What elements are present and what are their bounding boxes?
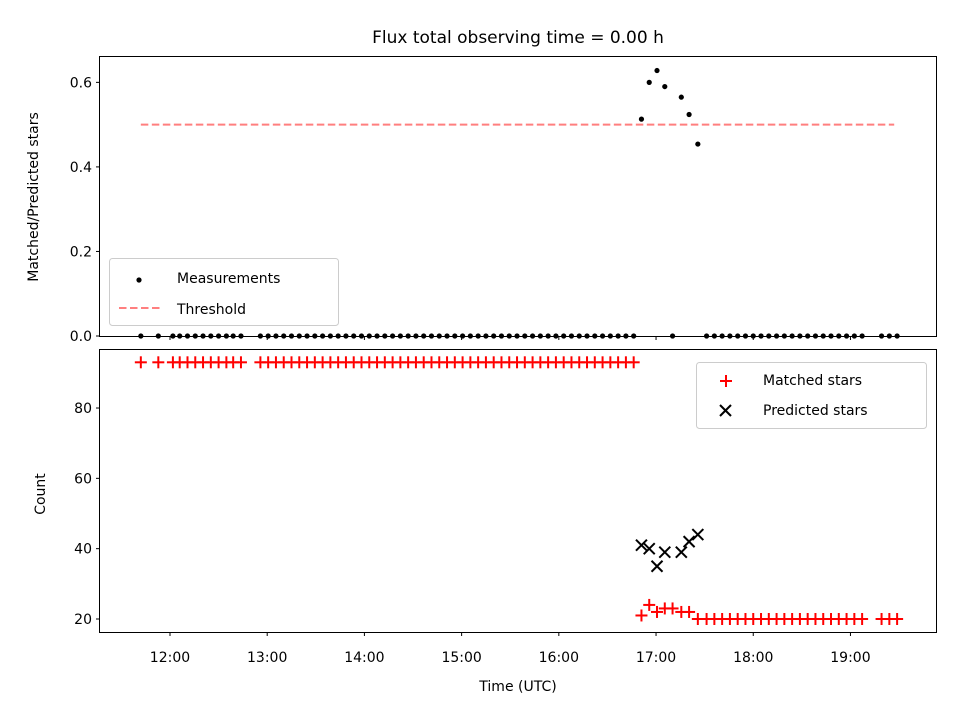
predicted-star-point — [658, 545, 671, 559]
matched-star-point — [234, 356, 247, 369]
predicted-star-point-b — [682, 535, 696, 548]
top-y-tick-label: 0.2 — [70, 244, 92, 260]
measurement-point — [678, 94, 684, 100]
predicted-star-point — [682, 535, 696, 548]
matched-star-point — [627, 356, 640, 369]
measurement-point — [686, 111, 692, 118]
predicted-star-point-b — [643, 542, 656, 555]
measurement-point — [646, 79, 652, 85]
bottom-y-axis-label: Count — [33, 473, 49, 515]
top-y-tick-label: 0.4 — [70, 160, 92, 176]
matched-star-point — [683, 605, 696, 618]
measurement-point — [654, 67, 660, 74]
predicted-star-point — [635, 538, 648, 552]
x-axis-label: Time (UTC) — [478, 679, 556, 695]
measurement-point — [695, 141, 701, 147]
predicted-stars-legend-label: Predicted stars — [763, 403, 868, 419]
top-axes-frame — [99, 56, 937, 337]
chart-title: Flux total observing time = 0.00 h — [372, 28, 664, 48]
matched-star-point — [651, 605, 664, 618]
top-legend-box — [109, 258, 339, 326]
bottom-legend: Matched stars Predicted stars — [696, 362, 927, 429]
top-y-tick-label: 0.6 — [70, 75, 92, 91]
x-tick-label: 16:00 — [539, 650, 579, 666]
predicted-star-point — [643, 542, 656, 555]
bottom-y-tick-label: 80 — [74, 401, 92, 417]
x-tick-label: 19:00 — [830, 650, 870, 666]
top-x-axis — [169, 336, 851, 340]
matched-star-point — [134, 356, 147, 369]
bottom-y-tick-label: 40 — [74, 542, 92, 558]
matched-star-point — [856, 612, 869, 625]
top-y-axis-label: Matched/Predicted stars — [26, 112, 42, 282]
predicted-star-point-b — [658, 545, 671, 559]
x-tick-label: 15:00 — [441, 650, 481, 666]
x-tick-label: 17:00 — [636, 650, 676, 666]
measurements-legend-label: Measurements — [177, 271, 280, 287]
predicted-star-point — [650, 560, 664, 573]
matched-star-point — [891, 612, 904, 625]
predicted-star-point-b — [650, 560, 664, 573]
measurement-point — [662, 83, 668, 90]
bottom-plot-area — [134, 356, 904, 625]
matched-star-point — [666, 602, 679, 615]
x-tick-label: 14:00 — [344, 650, 384, 666]
bottom-axes-frame — [99, 349, 937, 633]
matched-star-point — [643, 598, 656, 611]
predicted-stars-legend-marker — [719, 404, 732, 417]
measurements-legend-marker — [136, 277, 142, 283]
predicted-star-point — [691, 528, 705, 541]
matched-stars-legend-marker — [720, 375, 732, 387]
measurement-point — [638, 116, 645, 122]
predicted-star-point-b — [691, 528, 705, 541]
x-tick-label: 12:00 — [150, 650, 190, 666]
threshold-legend-label: Threshold — [176, 302, 246, 318]
bottom-y-axis: 20 40 60 80 — [74, 401, 100, 628]
predicted-star-point — [675, 545, 688, 559]
top-panel: 0.0 0.2 0.4 0.6 Matched/Predicted stars Mea… — [26, 56, 937, 345]
bottom-legend-box — [696, 362, 927, 429]
predicted-star-point-b — [635, 538, 648, 552]
x-tick-label: 18:00 — [733, 650, 773, 666]
x-tick-label: 13:00 — [247, 650, 287, 666]
predicted-star-point-b — [675, 545, 688, 559]
top-y-axis: 0.0 0.2 0.4 0.6 — [70, 75, 100, 345]
top-legend: Measurements Threshold — [109, 258, 339, 326]
bottom-y-tick-label: 60 — [74, 471, 92, 487]
bottom-y-tick-label: 20 — [74, 612, 92, 628]
matched-stars-legend-label: Matched stars — [763, 373, 862, 389]
matched-star-point — [152, 356, 165, 369]
matched-star-point — [635, 609, 648, 622]
top-y-tick-label: 0.0 — [70, 329, 92, 345]
bottom-x-axis: 12:00 13:00 14:00 15:00 16:00 17:00 18:00 19:00 — [150, 632, 871, 666]
